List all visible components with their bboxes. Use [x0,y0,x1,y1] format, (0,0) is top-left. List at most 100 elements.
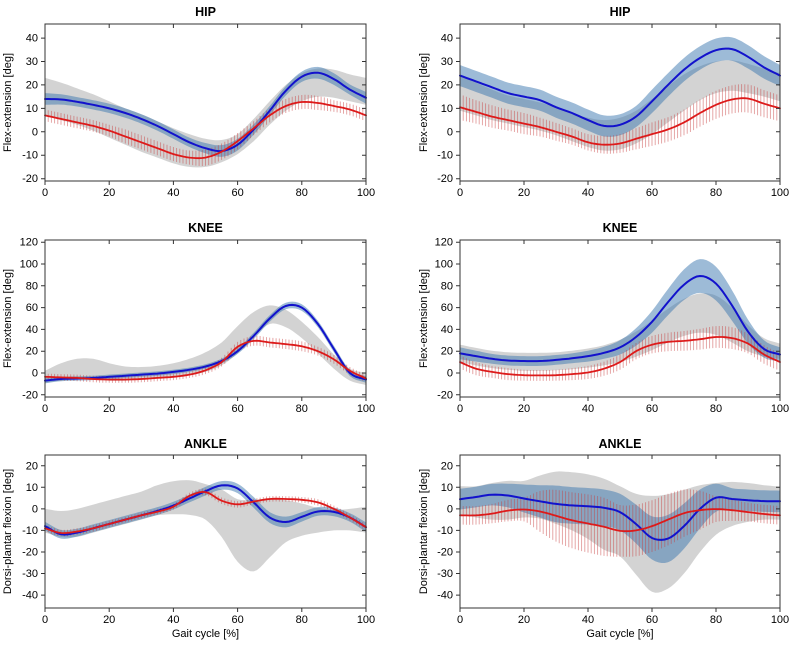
x-tick-label: 0 [42,403,48,415]
y-tick-label: 0 [32,368,38,380]
axes-box [44,454,367,609]
subplot-title: KNEE [188,221,223,235]
y-tick-label: 40 [26,324,38,336]
y-tick-label: 20 [26,460,38,472]
blue-band [45,480,366,539]
y-tick-label: 0 [447,368,453,380]
x-tick-label: 80 [296,614,308,626]
red-line [459,97,781,146]
x-tick-label: 0 [457,187,463,199]
gray-band [460,293,780,371]
y-tick-label: -10 [22,150,38,162]
y-tick-label: 120 [20,237,38,249]
y-tick-label: 10 [441,482,453,494]
axes-box [459,239,781,398]
red-line [44,100,367,160]
y-tick-label: 0 [32,503,38,515]
x-tick-label: 80 [710,614,722,626]
x-tick-label: 40 [167,187,179,199]
red-line [459,336,781,377]
y-tick-label: 0 [447,503,453,515]
red-line [459,508,781,533]
y-tick-label: -40 [437,590,453,602]
x-tick-label: 60 [231,614,243,626]
x-tick-label: 100 [357,187,375,199]
x-tick-label: 100 [771,614,789,626]
y-tick-label: 120 [435,237,453,249]
y-axis-label: Flex-extension [deg] [418,269,430,368]
blue-line [44,71,367,153]
y-tick-label: 60 [26,302,38,314]
y-axis-label: Dorsi-plantar flexion [deg] [418,469,430,594]
subplot-knee-left: 0 20 40 60 80 100 -20 0 20 40 60 80 100 120 KNEE Flex-e… [2,221,375,415]
axis-ticks [456,455,781,612]
x-tick-label: 40 [167,614,179,626]
subplot-title: KNEE [603,221,638,235]
subplot-hip-right: 0 20 40 60 80 100 -20 -10 0 10 20 30 40 HIP Flex-exten… [418,5,789,199]
x-tick-label: 40 [167,403,179,415]
x-tick-label: 0 [457,614,463,626]
x-tick-label: 80 [710,187,722,199]
axis-ticks [456,24,781,185]
x-tick-label: 20 [103,614,115,626]
subplot-title: ANKLE [598,437,641,451]
y-axis-label: Dorsi-plantar flexion [deg] [2,469,14,594]
blue-line [459,274,781,363]
x-tick-label: 80 [296,403,308,415]
y-tick-label: -20 [22,389,38,401]
y-tick-label: 100 [20,258,38,270]
blue-band [460,259,780,366]
y-tick-label: 30 [26,56,38,68]
axes-box [459,23,781,182]
x-tick-label: 60 [646,403,658,415]
y-tick-label: 20 [441,346,453,358]
x-tick-label: 20 [518,614,530,626]
red-line [44,339,367,381]
y-tick-label: 40 [441,33,453,45]
red-line [44,490,367,535]
y-tick-label: -20 [22,173,38,185]
axis-ticks [41,240,367,401]
y-tick-label: 0 [32,126,38,138]
subplot-title: HIP [195,5,216,19]
x-tick-label: 0 [42,614,48,626]
x-tick-label: 20 [518,403,530,415]
x-tick-label: 40 [582,403,594,415]
axis-ticks [41,455,367,612]
axis-ticks [41,24,367,185]
y-tick-label: 10 [441,103,453,115]
y-tick-label: -40 [22,590,38,602]
y-tick-label: 80 [441,280,453,292]
y-tick-label: 20 [441,460,453,472]
x-tick-label: 80 [710,403,722,415]
blue-line [459,493,781,541]
x-tick-label: 60 [646,187,658,199]
y-axis-label: Flex-extension [deg] [2,269,14,368]
y-tick-label: 80 [26,280,38,292]
blue-line [459,47,781,128]
blue-line [44,303,367,382]
x-tick-label: 60 [231,187,243,199]
y-tick-label: -10 [22,525,38,537]
x-tick-label: 60 [646,614,658,626]
y-tick-label: -20 [437,546,453,558]
y-tick-label: -20 [437,173,453,185]
y-tick-label: 10 [26,482,38,494]
gray-band [45,305,366,385]
subplot-ankle-left: 0 20 40 60 80 100 -40 -30 -20 -10 0 10 20 ANKLE Dorsi-… [2,437,375,640]
y-tick-label: 60 [441,302,453,314]
axes-box [44,23,367,182]
y-tick-label: 20 [26,79,38,91]
y-tick-label: 30 [441,56,453,68]
y-tick-label: 20 [26,346,38,358]
subplot-title: HIP [610,5,631,19]
x-tick-label: 100 [357,614,375,626]
axis-ticks [456,240,781,401]
x-tick-label: 100 [771,187,789,199]
subplot-hip-left: 0 20 40 60 80 100 -20 -10 0 10 20 30 40 HIP Flex-exten… [2,5,375,199]
x-tick-label: 20 [103,187,115,199]
x-tick-label: 80 [296,187,308,199]
x-axis-label: Gait cycle [%] [586,628,653,640]
x-tick-label: 20 [103,403,115,415]
